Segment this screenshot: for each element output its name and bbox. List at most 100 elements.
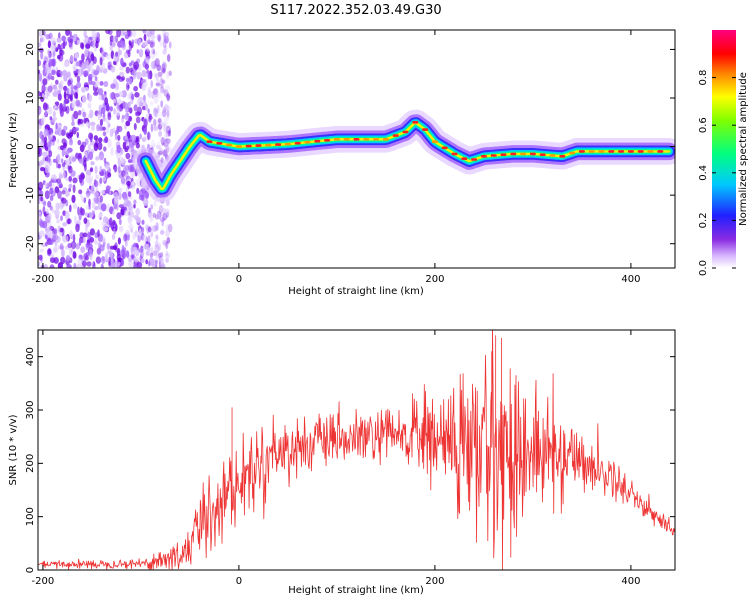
noise-blob	[78, 118, 84, 125]
noise-blob	[138, 248, 144, 253]
noise-blob	[74, 72, 78, 78]
noise-blob	[144, 39, 149, 47]
noise-blob	[149, 101, 154, 106]
noise-blob	[81, 53, 85, 62]
noise-blob	[123, 233, 128, 242]
noise-blob	[73, 92, 78, 99]
noise-blob	[159, 79, 165, 85]
noise-blob	[125, 120, 131, 127]
noise-blob	[117, 237, 121, 245]
noise-blob	[57, 127, 62, 136]
noise-blob	[114, 223, 118, 232]
noise-blob	[141, 83, 147, 92]
noise-blob	[120, 57, 124, 66]
noise-blob	[101, 256, 106, 264]
noise-blob	[38, 141, 41, 147]
noise-blob	[67, 79, 72, 87]
noise-blob	[145, 250, 150, 256]
noise-blob	[60, 256, 66, 265]
ridge-peak	[226, 143, 233, 147]
noise-blob	[62, 40, 66, 49]
noise-blob	[114, 93, 120, 98]
noise-blob	[147, 247, 151, 252]
noise-blob	[50, 43, 55, 53]
noise-blob	[56, 219, 61, 224]
noise-blob	[142, 41, 146, 48]
noise-blob	[113, 98, 117, 104]
noise-blob	[138, 48, 144, 58]
noise-blob	[90, 121, 96, 126]
noise-blob	[134, 92, 140, 98]
noise-blob	[133, 85, 139, 92]
noise-blob	[55, 202, 60, 211]
noise-blob	[124, 209, 130, 217]
noise-blob	[153, 107, 157, 117]
noise-blob	[143, 94, 146, 102]
noise-blob	[48, 212, 52, 221]
noise-blob	[165, 258, 169, 263]
noise-blob	[76, 219, 81, 225]
spectrogram-noise	[38, 30, 173, 268]
noise-blob	[155, 212, 161, 220]
noise-blob	[103, 81, 109, 87]
x-tick-label: 400	[621, 576, 640, 587]
noise-blob	[113, 108, 116, 115]
ridge-peak	[333, 138, 340, 141]
noise-blob	[147, 235, 151, 244]
noise-blob	[163, 89, 169, 97]
noise-blob	[94, 199, 100, 204]
noise-blob	[82, 236, 86, 244]
y-tick-label: 400	[25, 347, 36, 366]
ridge-peak	[382, 138, 389, 141]
noise-blob	[148, 207, 152, 213]
noise-blob	[148, 113, 152, 118]
noise-blob	[65, 235, 69, 243]
noise-blob	[121, 114, 125, 120]
noise-blob	[161, 218, 164, 227]
noise-blob	[39, 190, 44, 197]
noise-blob	[61, 190, 66, 195]
noise-blob	[58, 49, 65, 56]
noise-blob	[38, 181, 44, 191]
noise-blob	[49, 195, 54, 202]
noise-blob	[129, 141, 133, 148]
noise-blob	[76, 81, 81, 89]
noise-blob	[74, 127, 79, 132]
noise-blob	[96, 124, 100, 132]
ridge-peak	[480, 155, 487, 158]
noise-blob	[104, 136, 109, 144]
noise-blob	[73, 85, 78, 90]
noise-blob	[157, 123, 163, 130]
noise-blob	[88, 36, 93, 41]
noise-blob	[131, 181, 134, 186]
ridge-peak	[510, 152, 517, 156]
ridge-peak	[294, 141, 301, 145]
noise-blob	[40, 196, 44, 202]
noise-blob	[73, 110, 79, 120]
noise-blob	[86, 261, 92, 267]
noise-blob	[63, 101, 66, 111]
snr-series-line	[38, 330, 675, 570]
noise-blob	[107, 249, 112, 255]
ridge-peak	[598, 150, 605, 153]
noise-blob	[59, 109, 64, 117]
noise-blob	[143, 127, 147, 135]
noise-blob	[57, 163, 61, 169]
noise-blob	[162, 114, 168, 124]
noise-blob	[110, 65, 116, 73]
noise-blob	[44, 190, 50, 200]
ridge-peak	[578, 150, 585, 153]
noise-blob	[99, 177, 103, 184]
noise-blob	[75, 61, 80, 67]
noise-blob	[80, 208, 85, 216]
ridge-peak	[549, 154, 556, 157]
noise-blob	[160, 230, 165, 235]
noise-blob	[89, 109, 94, 119]
spectrogram-panel: -200 0 200 400 20 10 0 -10 -20 Height of straigh…	[8, 29, 676, 297]
noise-blob	[101, 221, 105, 226]
noise-blob	[154, 108, 158, 118]
noise-blob	[38, 211, 41, 217]
noise-blob	[142, 106, 146, 111]
noise-blob	[44, 146, 49, 151]
noise-blob	[163, 123, 167, 132]
